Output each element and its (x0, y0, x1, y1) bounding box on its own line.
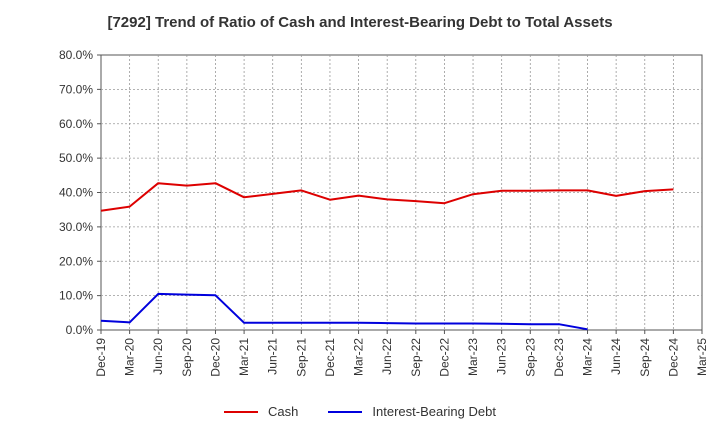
x-tick-label: Mar-22 (352, 338, 366, 376)
y-tick-label: 40.0% (59, 186, 93, 200)
x-tick-label: Mar-21 (237, 338, 251, 376)
legend-swatch-interest-bearing-debt (328, 410, 363, 413)
series-line-interest-bearing-debt (100, 292, 588, 331)
x-tick-label: Dec-21 (323, 338, 337, 377)
x-tick-label: Sep-24 (638, 338, 652, 377)
x-tick-label: Mar-20 (123, 338, 137, 376)
x-tick-label: Sep-22 (409, 338, 423, 377)
x-axis: Dec-19 Mar-20 Jun-20 Sep-20 Dec-20 Mar-21 Jun-… (94, 330, 709, 377)
chart-title: [7292] Trend of Ratio of Cash and Intere… (107, 14, 613, 31)
x-tick-label: Sep-20 (180, 338, 194, 377)
y-tick-label: 20.0% (59, 254, 93, 268)
series-line-cash (100, 182, 674, 212)
x-tick-label: Mar-23 (466, 338, 480, 376)
x-tick-label: Jun-20 (151, 338, 165, 375)
x-tick-label: Sep-23 (523, 338, 537, 377)
y-axis: 0.0% 10.0% 20.0% 30.0% 40.0% 50.0% 60.0% 70.0% 8… (59, 48, 101, 337)
y-tick-label: 70.0% (59, 82, 93, 96)
y-tick-label: 0.0% (66, 323, 94, 337)
legend-item-cash[interactable]: Cash (224, 404, 298, 419)
x-tick-label: Jun-23 (495, 338, 509, 375)
legend-swatch-cash (224, 410, 259, 413)
y-tick-label: 10.0% (59, 289, 93, 303)
legend: Cash Interest-Bearing Debt (0, 404, 720, 419)
x-tick-label: Jun-24 (609, 338, 623, 375)
x-tick-label: Sep-21 (294, 338, 308, 377)
x-tick-label: Dec-19 (94, 338, 108, 377)
legend-item-interest-bearing-debt[interactable]: Interest-Bearing Debt (328, 404, 496, 419)
y-tick-label: 60.0% (59, 117, 93, 131)
x-tick-label: Dec-23 (552, 338, 566, 377)
x-tick-label: Mar-25 (695, 338, 709, 376)
series-lines (100, 182, 674, 331)
x-tick-label: Dec-22 (437, 338, 451, 377)
y-tick-label: 30.0% (59, 220, 93, 234)
x-tick-label: Jun-22 (380, 338, 394, 375)
x-tick-label: Jun-21 (266, 338, 280, 375)
legend-label-interest-bearing-debt: Interest-Bearing Debt (372, 404, 496, 419)
y-tick-label: 80.0% (59, 48, 93, 62)
legend-label-cash: Cash (268, 404, 299, 419)
x-tick-label: Mar-24 (581, 338, 595, 376)
x-tick-label: Dec-24 (666, 338, 680, 377)
y-tick-label: 50.0% (59, 151, 93, 165)
x-tick-label: Dec-20 (208, 338, 222, 377)
grid-lines (101, 55, 702, 330)
